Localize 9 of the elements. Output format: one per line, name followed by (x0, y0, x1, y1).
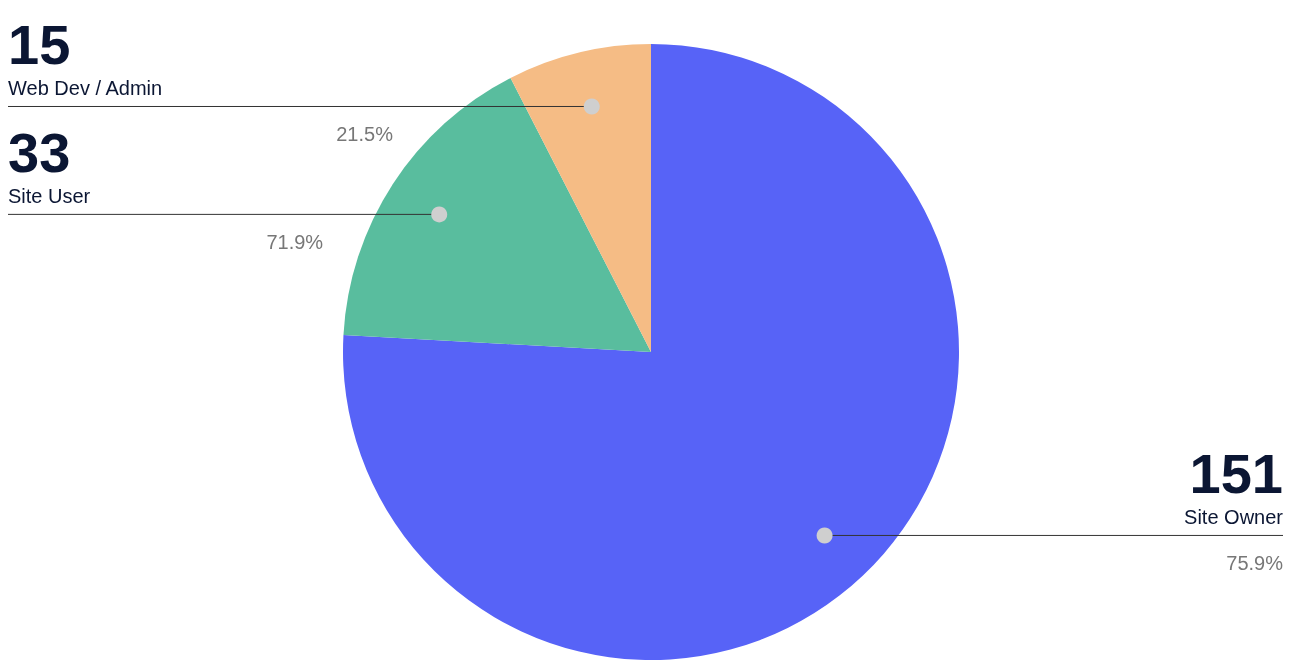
slice-label: Site Owner (1184, 506, 1284, 529)
data-label: 15 (8, 12, 71, 76)
slice-label: Site User (8, 185, 91, 208)
text: 75.9% (1226, 552, 1284, 575)
text: 71.9% (266, 231, 324, 254)
data-label: 33 (8, 120, 71, 184)
text: 21.5% (336, 123, 394, 146)
slice-label: Web Dev / Admin (8, 77, 163, 100)
data-label: 151 (1189, 441, 1283, 505)
